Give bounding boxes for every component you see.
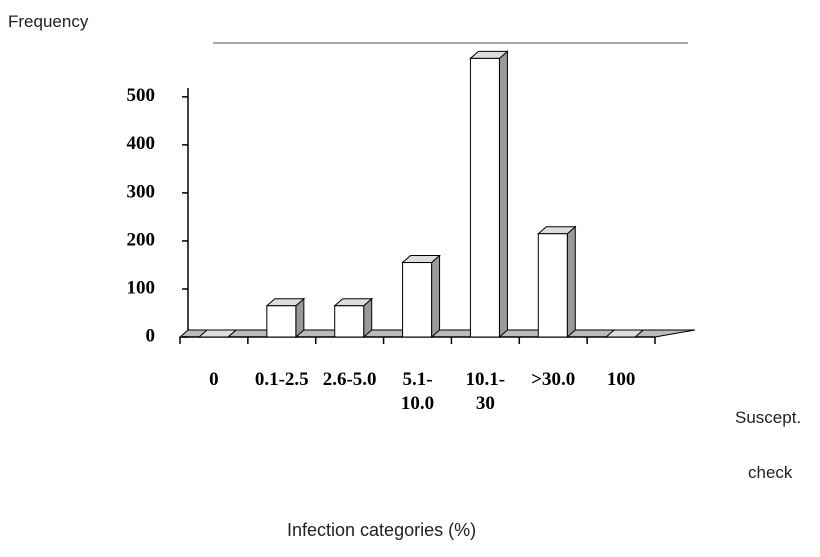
- bar-side: [566, 225, 576, 339]
- x-tick-label: 5.1- 10.0: [400, 369, 435, 414]
- bar: [469, 57, 500, 338]
- bar: [402, 262, 433, 338]
- bar-top: [604, 329, 645, 338]
- x-tick-label: 2.6-5.0: [322, 369, 377, 390]
- annotation: Suscept.: [735, 408, 802, 427]
- bar: [266, 305, 297, 338]
- y-tick-label: 0: [146, 325, 156, 346]
- bar-side: [498, 50, 508, 339]
- x-tick-label: 100: [606, 369, 636, 390]
- x-tick-label: 0.1-2.5: [254, 369, 309, 390]
- x-tick-label: 0: [209, 369, 219, 390]
- bar-top: [197, 329, 238, 338]
- y-tick-label: 100: [127, 277, 156, 298]
- y-tick-label: 200: [127, 229, 156, 250]
- x-axis-label: Infection categories (%): [287, 520, 477, 540]
- bar: [537, 233, 568, 338]
- x-tick-label: 10.1- 30: [465, 369, 506, 414]
- y-tick-label: 400: [127, 133, 156, 154]
- annotation: check: [748, 463, 793, 482]
- y-tick-label: 500: [127, 85, 156, 106]
- bar: [334, 305, 365, 338]
- y-tick-label: 300: [127, 181, 156, 202]
- y-axis-label: Frequency: [8, 12, 89, 31]
- x-tick-label: >30.0: [531, 369, 576, 390]
- bar-side: [431, 254, 441, 339]
